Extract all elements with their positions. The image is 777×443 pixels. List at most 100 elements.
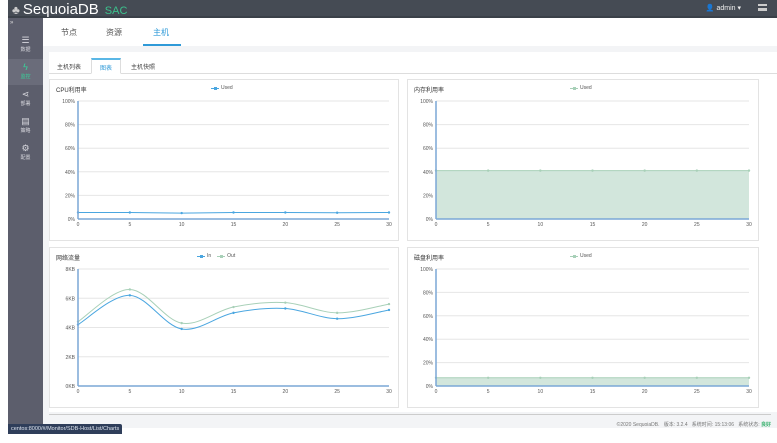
data-point[interactable] xyxy=(180,211,183,215)
data-point[interactable] xyxy=(284,307,287,310)
y-tick-label: 60% xyxy=(423,146,434,152)
caret-down-icon: ▾ xyxy=(737,5,741,12)
status-bar-url: centos:8000/#/Monitor/SDB-Host/List/Char… xyxy=(8,424,123,434)
data-point[interactable] xyxy=(128,294,132,297)
data-point[interactable] xyxy=(591,169,594,172)
user-name: admin xyxy=(716,5,736,12)
legend-marker-icon xyxy=(211,86,219,90)
data-point[interactable] xyxy=(335,311,339,315)
tab-host[interactable]: 主机 xyxy=(153,28,169,37)
y-tick-label: 60% xyxy=(423,314,434,320)
x-tick-label: 20 xyxy=(642,389,648,395)
data-point[interactable] xyxy=(643,376,646,380)
data-point[interactable] xyxy=(695,169,699,172)
y-tick-label: 40% xyxy=(423,337,434,343)
x-tick-label: 25 xyxy=(334,222,340,228)
x-tick-label: 0 xyxy=(77,222,80,228)
y-tick-label: 80% xyxy=(423,290,434,296)
lightning-icon: ϟ xyxy=(23,62,28,72)
sidebar-item-0[interactable]: ☰ 数据 xyxy=(8,32,43,58)
legend-item[interactable]: Used xyxy=(570,85,592,91)
y-tick-label: 8KB xyxy=(66,267,76,273)
data-point[interactable] xyxy=(387,211,391,214)
y-tick-label: 80% xyxy=(65,123,76,129)
data-point[interactable] xyxy=(539,376,542,380)
y-tick-label: 100% xyxy=(62,99,75,105)
data-point[interactable] xyxy=(387,308,391,312)
legend-item[interactable]: In xyxy=(197,253,211,259)
sidebar-item-label: 数据 xyxy=(20,47,31,53)
y-tick-label: 80% xyxy=(423,123,434,129)
sidebar-item-label: 部署 xyxy=(20,101,31,107)
subtab-charts[interactable]: 图表 xyxy=(91,58,122,74)
chart-svg: 0% 20% 40% 60% 80% 100% 0 5 10 15 20 25 30 xyxy=(420,267,752,395)
chart-title: 网络流量 xyxy=(56,256,81,262)
system-status: 良好 xyxy=(760,422,771,428)
sidebar-item-4[interactable]: ⚙ 配置 xyxy=(8,140,43,166)
y-tick-label: 100% xyxy=(420,267,433,273)
data-point[interactable] xyxy=(486,376,490,380)
data-point[interactable] xyxy=(128,211,132,214)
sidebar-item-3[interactable]: ▤ 策略 xyxy=(8,113,43,139)
data-point[interactable] xyxy=(387,302,391,306)
data-point[interactable] xyxy=(284,211,287,214)
legend-label: Used xyxy=(580,85,592,91)
menu-icon[interactable] xyxy=(758,4,767,11)
y-tick-label: 40% xyxy=(65,170,76,176)
data-point[interactable] xyxy=(539,169,542,172)
logo[interactable]: ♣ SequoiaDB SAC xyxy=(12,1,127,18)
x-tick-label: 25 xyxy=(694,389,700,395)
data-point[interactable] xyxy=(232,211,235,214)
data-point[interactable] xyxy=(486,169,490,172)
data-point[interactable] xyxy=(335,211,339,214)
data-point[interactable] xyxy=(232,311,235,315)
status-label: 系统状态: xyxy=(738,422,760,428)
y-tick-label: 0KB xyxy=(66,384,76,390)
data-point[interactable] xyxy=(232,305,235,309)
sub-tabs: 主机列表 图表 主机快照 xyxy=(49,58,777,74)
x-tick-label: 5 xyxy=(487,389,490,395)
expand-sidebar-icon[interactable]: » xyxy=(10,20,14,26)
user-icon: 👤 xyxy=(705,5,715,12)
subtab-host-list[interactable]: 主机列表 xyxy=(57,65,82,71)
x-tick-label: 0 xyxy=(435,389,438,395)
series-area xyxy=(436,377,749,386)
share-icon: ⋖ xyxy=(21,89,30,99)
tab-resources[interactable]: 资源 xyxy=(106,28,122,37)
data-point[interactable] xyxy=(180,327,183,331)
legend-label: Used xyxy=(221,85,233,91)
chart-legend: Used xyxy=(570,85,592,91)
legend-label: Used xyxy=(580,253,592,259)
chart-legend: Used xyxy=(211,85,233,91)
sidebar-item-2[interactable]: ⋖ 部署 xyxy=(8,86,43,112)
user-menu[interactable]: 👤 admin ▾ xyxy=(706,4,741,12)
x-tick-label: 20 xyxy=(283,389,289,395)
data-point[interactable] xyxy=(180,321,183,325)
data-point[interactable] xyxy=(747,169,751,172)
x-tick-label: 25 xyxy=(334,389,340,395)
data-point[interactable] xyxy=(747,376,751,380)
active-tab-indicator xyxy=(143,44,181,46)
chart-title: CPU利用率 xyxy=(56,88,87,94)
tab-nodes[interactable]: 节点 xyxy=(61,28,77,37)
x-tick-label: 10 xyxy=(179,389,185,395)
legend-item[interactable]: Used xyxy=(211,85,233,91)
data-point[interactable] xyxy=(284,301,287,304)
legend-marker-icon xyxy=(217,254,226,258)
chart-panel-2: 网络流量 In Out 0KB 2KB 4KB 6KB 8KB 0 5 10 15 20 25 30 xyxy=(49,247,399,408)
data-point[interactable] xyxy=(335,317,339,320)
legend-item[interactable]: Used xyxy=(570,253,592,259)
x-tick-label: 25 xyxy=(694,222,700,228)
subtab-host-snapshot[interactable]: 主机快照 xyxy=(131,65,156,71)
data-point[interactable] xyxy=(128,288,132,291)
chart-legend: Used xyxy=(570,253,592,259)
x-tick-label: 5 xyxy=(128,389,131,395)
copyright: ©2020 SequoiaDB. xyxy=(616,422,660,428)
legend-item[interactable]: Out xyxy=(217,253,235,259)
data-point[interactable] xyxy=(643,169,646,172)
data-point[interactable] xyxy=(695,376,699,380)
data-point[interactable] xyxy=(591,376,594,380)
top-tabs: 节点 资源 主机 xyxy=(43,18,777,46)
sidebar-item-1[interactable]: ϟ 监控 xyxy=(8,59,43,85)
y-tick-label: 4KB xyxy=(66,326,76,332)
